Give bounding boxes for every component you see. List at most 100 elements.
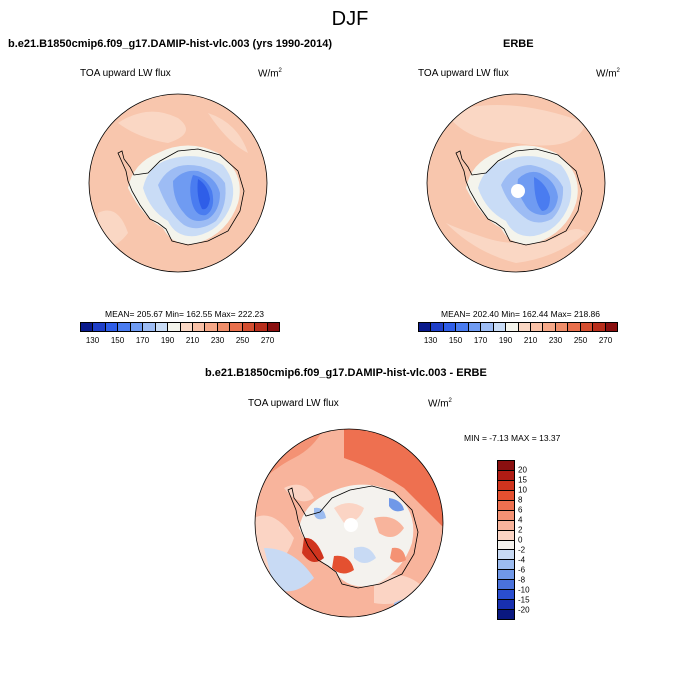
panel-2-colorbar-swatch (493, 323, 507, 331)
panel-3-colorbar-swatch (498, 480, 514, 491)
panel-3-colorbar-tick-label: 2 (518, 525, 523, 535)
panel-2-colorbar (418, 322, 618, 332)
panel-1-colorbar-swatch (180, 323, 193, 331)
panel-3-colorbar-labels: 20 15 10 8 6 4 2 0 -2 -4 -6 -8 -10 -15 -20 (518, 460, 548, 620)
panel-1-colorbar-swatch (168, 323, 181, 331)
panel-1-colorbar-labels: 130 150 170 190 210 230 250 270 (80, 336, 280, 346)
panel-2-colorbar-swatch (481, 323, 494, 331)
panel-3-units: W/m2 (428, 398, 452, 410)
panel-3-colorbar-swatch (498, 461, 514, 471)
panel-2-colorbar-swatch (580, 323, 594, 331)
panel-3-colorbar-tick-label: 4 (518, 515, 523, 525)
panel-3-colorbar-tick-label: 6 (518, 505, 523, 515)
panel-2-colorbar-tick-label: 210 (523, 336, 538, 345)
panel-1-colorbar-tick-label: 150 (110, 336, 125, 345)
panel-2-colorbar-labels: 130 150 170 190 210 230 250 270 (418, 336, 618, 346)
panel-3-colorbar-swatch (498, 470, 514, 481)
panel-3-colorbar-tick-label: -4 (518, 555, 526, 565)
panel-1-colorbar-swatch (105, 323, 119, 331)
panel-2-colorbar-swatch (456, 323, 469, 331)
panel-3-colorbar-tick-label: -10 (518, 585, 530, 595)
panel-2-units: W/m2 (596, 68, 620, 80)
panel-1-variable: TOA upward LW flux (80, 68, 171, 79)
panel-1-colorbar-swatch (205, 323, 218, 331)
panel-2-colorbar-tick-label: 230 (548, 336, 563, 345)
panel-3-colorbar (497, 460, 515, 620)
panel-1-colorbar-swatch (230, 323, 243, 331)
panel-3-colorbar-swatch (498, 590, 514, 601)
panel-1-units: W/m2 (258, 68, 282, 80)
panel-2-colorbar-swatch (468, 323, 482, 331)
panel-2-colorbar-swatch (419, 323, 432, 331)
figure-title: DJF (331, 8, 369, 30)
panel-1-colorbar-tick-label: 210 (185, 336, 200, 345)
panel-2-stats: MEAN= 202.40 Min= 162.44 Max= 218.86 (441, 309, 601, 319)
panel-2-variable: TOA upward LW flux (418, 68, 509, 79)
panel-2-colorbar-swatch (543, 323, 556, 331)
panel-2-title: ERBE (503, 38, 534, 50)
panel-1-colorbar-tick-label: 130 (85, 336, 100, 345)
panel-3-colorbar-swatch (498, 550, 514, 561)
panel-2-colorbar-tick-label: 170 (473, 336, 488, 345)
panel-1-colorbar-swatch (81, 323, 94, 331)
panel-3-colorbar-tick-label: 8 (518, 495, 523, 505)
panel-3-colorbar-swatch (498, 490, 514, 501)
panel-1-map (88, 93, 268, 273)
panel-1-colorbar-tick-label: 230 (210, 336, 225, 345)
panel-3-colorbar-tick-label: -6 (518, 565, 526, 575)
panel-3-colorbar-swatch (498, 580, 514, 591)
panel-3-colorbar-swatch (498, 520, 514, 531)
panel-2-colorbar-tick-label: 250 (573, 336, 588, 345)
panel-1-colorbar-swatch (242, 323, 256, 331)
panel-3-colorbar-tick-label: -2 (518, 545, 526, 555)
panel-2-colorbar-tick-label: 270 (598, 336, 613, 345)
panel-2-colorbar-swatch (568, 323, 581, 331)
panel-3-colorbar-swatch (498, 500, 514, 511)
panel-2-colorbar-swatch (530, 323, 544, 331)
panel-2-colorbar-swatches (418, 322, 618, 332)
panel-2-colorbar-swatch (555, 323, 569, 331)
panel-2-colorbar-tick-label: 130 (423, 336, 438, 345)
panel-2-colorbar-swatch (593, 323, 606, 331)
panel-3-colorbar-tick-label: -20 (518, 605, 530, 615)
panel-1-stats: MEAN= 205.67 Min= 162.55 Max= 222.23 (105, 309, 265, 319)
panel-1-colorbar-swatch (143, 323, 156, 331)
panel-2-colorbar-swatch (605, 323, 617, 331)
panel-1-title: b.e21.B1850cmip6.f09_g17.DAMIP-hist-vlc.… (8, 38, 333, 50)
panel-1-colorbar-swatches (80, 322, 280, 332)
panel-3-colorbar-swatch (498, 530, 514, 541)
panel-1-colorbar-swatch (130, 323, 144, 331)
panel-1-colorbar (80, 322, 280, 332)
panel-2-colorbar-swatch (506, 323, 519, 331)
panel-3-colorbar-tick-label: 15 (518, 475, 527, 485)
panel-2-colorbar-swatch (443, 323, 457, 331)
panel-1-colorbar-swatch (267, 323, 279, 331)
panel-3-colorbar-swatch (498, 610, 514, 619)
panel-1-colorbar-swatch (118, 323, 131, 331)
panel-3-colorbar-swatch (498, 540, 514, 551)
panel-3-colorbar-swatch (498, 510, 514, 521)
panel-1-colorbar-tick-label: 250 (235, 336, 250, 345)
panel-1-colorbar-swatch (255, 323, 268, 331)
panel-2-colorbar-swatch (518, 323, 531, 331)
panel-1-colorbar-tick-label: 270 (260, 336, 275, 345)
panel-1-colorbar-tick-label: 190 (160, 336, 175, 345)
panel-3-map (254, 428, 444, 618)
panel-3-colorbar-tick-label: -8 (518, 575, 526, 585)
panel-2-colorbar-swatch (431, 323, 444, 331)
panel-1-colorbar-swatch (155, 323, 169, 331)
panel-3-variable: TOA upward LW flux (248, 398, 339, 409)
panel-3-colorbar-tick-label: 10 (518, 485, 527, 495)
panel-2-colorbar-tick-label: 190 (498, 336, 513, 345)
panel-3-stats: MIN = -7.13 MAX = 13.37 (464, 433, 561, 443)
panel-3-colorbar-tick-label: 0 (518, 535, 523, 545)
panel-3-title: b.e21.B1850cmip6.f09_g17.DAMIP-hist-vlc.… (205, 367, 487, 379)
panel-2-map (426, 93, 606, 273)
panel-1-colorbar-tick-label: 170 (135, 336, 150, 345)
panel-1-colorbar-swatch (93, 323, 106, 331)
panel-3-colorbar-swatch (498, 560, 514, 571)
panel-3-colorbar-tick-label: -15 (518, 595, 530, 605)
panel-2-colorbar-tick-label: 150 (448, 336, 463, 345)
panel-3-colorbar-tick-label: 20 (518, 465, 527, 475)
panel-3-colorbar-swatch (498, 570, 514, 581)
